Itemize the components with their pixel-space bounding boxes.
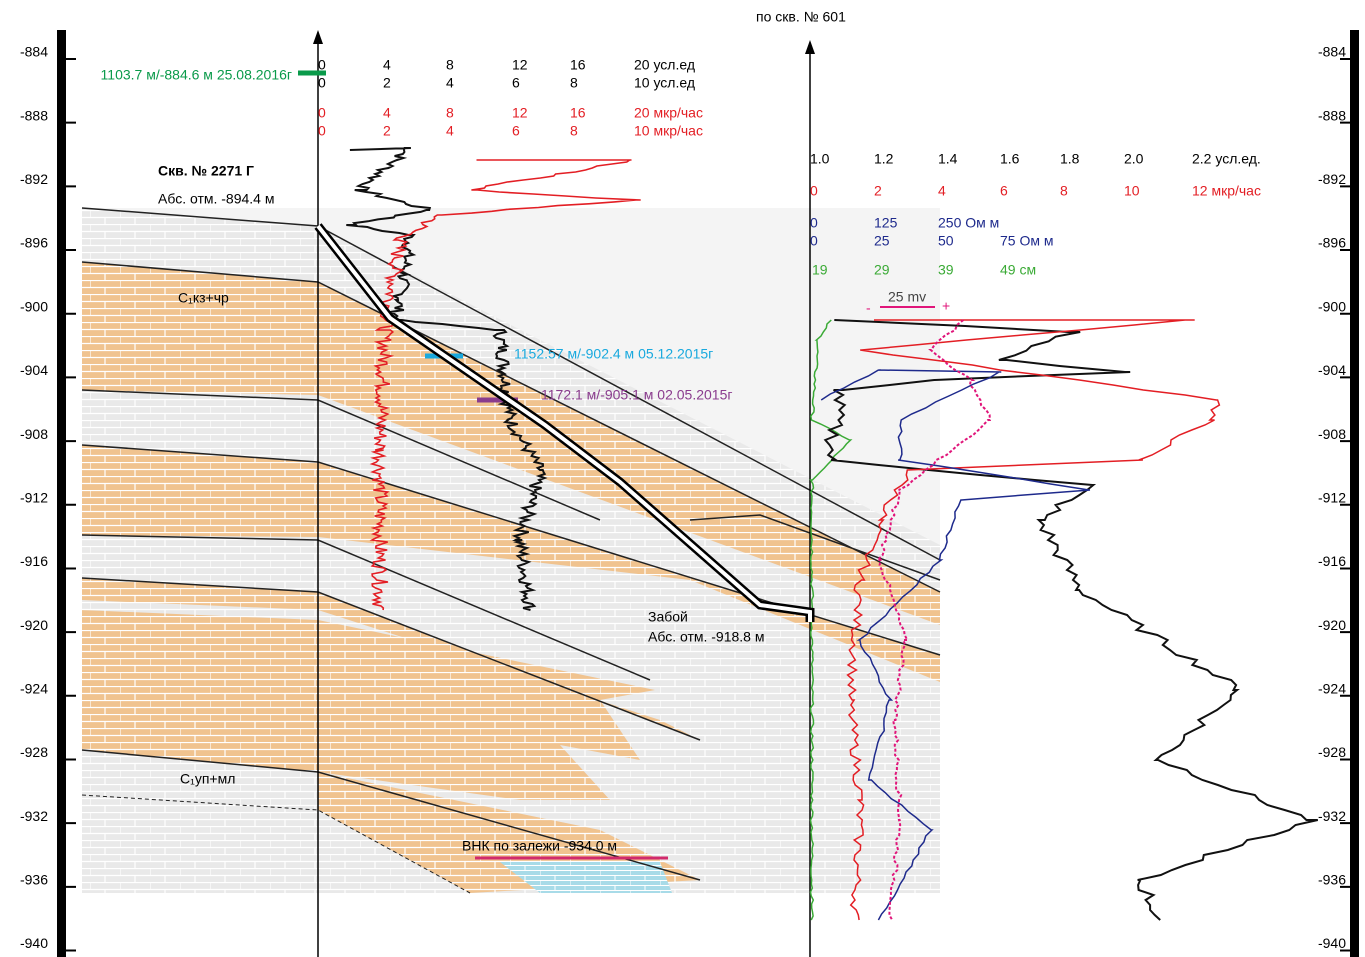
scale-label: 6 bbox=[512, 123, 520, 139]
depth-label: -932 bbox=[20, 808, 48, 824]
scale-label: 10 усл.ед bbox=[634, 75, 695, 91]
scale-label: 25 mv bbox=[888, 289, 926, 305]
scale-label: 75 Ом м bbox=[1000, 233, 1054, 249]
scale-label: 8 bbox=[446, 57, 454, 73]
scale-label: + bbox=[942, 298, 950, 314]
depth-label: -896 bbox=[20, 235, 48, 251]
depth-label: -888 bbox=[20, 107, 48, 123]
scale-label: 50 bbox=[938, 233, 954, 249]
scale-label: - bbox=[866, 300, 871, 316]
depth-label: -912 bbox=[1318, 489, 1346, 505]
depth-label: -932 bbox=[1318, 808, 1346, 824]
scale-label: 8 bbox=[570, 123, 578, 139]
scale-label: 2.0 bbox=[1124, 151, 1144, 167]
scale-label: 16 bbox=[570, 105, 586, 121]
scale-label: 1.2 bbox=[874, 151, 894, 167]
scale-label: 2 bbox=[383, 123, 391, 139]
annotation: Скв. № 2271 Г bbox=[158, 163, 254, 179]
depth-label: -936 bbox=[1318, 872, 1346, 888]
depth-label: -924 bbox=[20, 681, 48, 697]
annotation: Забой bbox=[648, 609, 688, 625]
scale-label: 4 bbox=[446, 123, 454, 139]
scale-label: 20 усл.ед bbox=[634, 57, 695, 73]
scale-label: 6 bbox=[1000, 183, 1008, 199]
annotation: по скв. № 601 bbox=[756, 9, 846, 25]
annotation: ВНК по залежи -934.0 м bbox=[462, 838, 617, 854]
depth-label: -912 bbox=[20, 489, 48, 505]
scale-label: 10 bbox=[1124, 183, 1140, 199]
diagram: -884-884-888-888-892-892-896-896-900-900… bbox=[0, 0, 1365, 957]
body: -884-884-888-888-892-892-896-896-900-900… bbox=[0, 0, 1365, 957]
scale-label: 2 bbox=[874, 183, 882, 199]
depth-label: -900 bbox=[20, 298, 48, 314]
scale-label: 29 bbox=[874, 262, 890, 278]
depth-label: -904 bbox=[1318, 362, 1346, 378]
scale-label: 4 bbox=[383, 105, 391, 121]
scale-label: 2.2 усл.ед. bbox=[1192, 151, 1261, 167]
depth-label: -908 bbox=[1318, 426, 1346, 442]
depth-label: -916 bbox=[20, 553, 48, 569]
scale-label: 10 мкр/час bbox=[634, 123, 703, 139]
depth-label: -940 bbox=[1318, 935, 1346, 951]
scale-label: 4 bbox=[938, 183, 946, 199]
annotation: С₁уп+мл bbox=[180, 771, 235, 787]
depth-label: -920 bbox=[20, 617, 48, 633]
depth-label: -936 bbox=[20, 872, 48, 888]
scale-label: 0 bbox=[318, 105, 326, 121]
scale-label: 19 bbox=[812, 262, 828, 278]
annotation: С₁кз+чр bbox=[178, 290, 229, 306]
scale-label: 25 bbox=[874, 233, 890, 249]
scale-label: 4 bbox=[383, 57, 391, 73]
scale-label: 8 bbox=[570, 75, 578, 91]
scale-label: 1.0 bbox=[810, 151, 830, 167]
scale-label: 4 bbox=[446, 75, 454, 91]
scale-label: 1.4 bbox=[938, 151, 958, 167]
depth-label: -928 bbox=[1318, 744, 1346, 760]
scale-label: 20 мкр/час bbox=[634, 105, 703, 121]
scale-label: 0 bbox=[810, 183, 818, 199]
depth-label: -892 bbox=[20, 171, 48, 187]
annotation: 1103.7 м/-884.6 м 25.08.2016г bbox=[101, 67, 292, 83]
scale-label: 8 bbox=[1060, 183, 1068, 199]
scale-label: 0 bbox=[318, 123, 326, 139]
depth-label: -884 bbox=[1318, 44, 1346, 60]
depth-label: -924 bbox=[1318, 681, 1346, 697]
annotation: 1172.1 м/-905.1 м 02.05.2015г bbox=[541, 387, 732, 403]
scale-label: 2 bbox=[383, 75, 391, 91]
scale-label: 49 см bbox=[1000, 262, 1036, 278]
scale-label: 12 bbox=[512, 105, 528, 121]
scale-label: 12 мкр/час bbox=[1192, 183, 1261, 199]
scale-label: 16 bbox=[570, 57, 586, 73]
depth-label: -908 bbox=[20, 426, 48, 442]
scale-label: 12 bbox=[512, 57, 528, 73]
page: Скв. № 2271 Г {"header":{"well_ref":"по … bbox=[0, 0, 1365, 957]
annotation: Абс. отм. -894.4 м bbox=[158, 191, 274, 207]
depth-label: -892 bbox=[1318, 171, 1346, 187]
depth-label: -896 bbox=[1318, 235, 1346, 251]
scale-label: 1.6 bbox=[1000, 151, 1020, 167]
scale-label: 0 bbox=[318, 75, 326, 91]
depth-label: -904 bbox=[20, 362, 48, 378]
scale-label: 8 bbox=[446, 105, 454, 121]
scale-label: 39 bbox=[938, 262, 954, 278]
scale-label: 0 bbox=[810, 215, 818, 231]
depth-label: -916 bbox=[1318, 553, 1346, 569]
depth-label: -900 bbox=[1318, 298, 1346, 314]
scale-label: 250 Ом м bbox=[938, 215, 999, 231]
annotation: 1152.57 м/-902.4 м 05.12.2015г bbox=[514, 346, 713, 362]
scale-label: 0 bbox=[810, 233, 818, 249]
annotation: Абс. отм. -918.8 м bbox=[648, 629, 764, 645]
scale-label: 6 bbox=[512, 75, 520, 91]
scale-label: 1.8 bbox=[1060, 151, 1080, 167]
depth-label: -920 bbox=[1318, 617, 1346, 633]
depth-label: -940 bbox=[20, 935, 48, 951]
depth-label: -928 bbox=[20, 744, 48, 760]
depth-label: -884 bbox=[20, 44, 48, 60]
scale-label: 0 bbox=[318, 57, 326, 73]
scale-label: 125 bbox=[874, 215, 898, 231]
depth-label: -888 bbox=[1318, 107, 1346, 123]
